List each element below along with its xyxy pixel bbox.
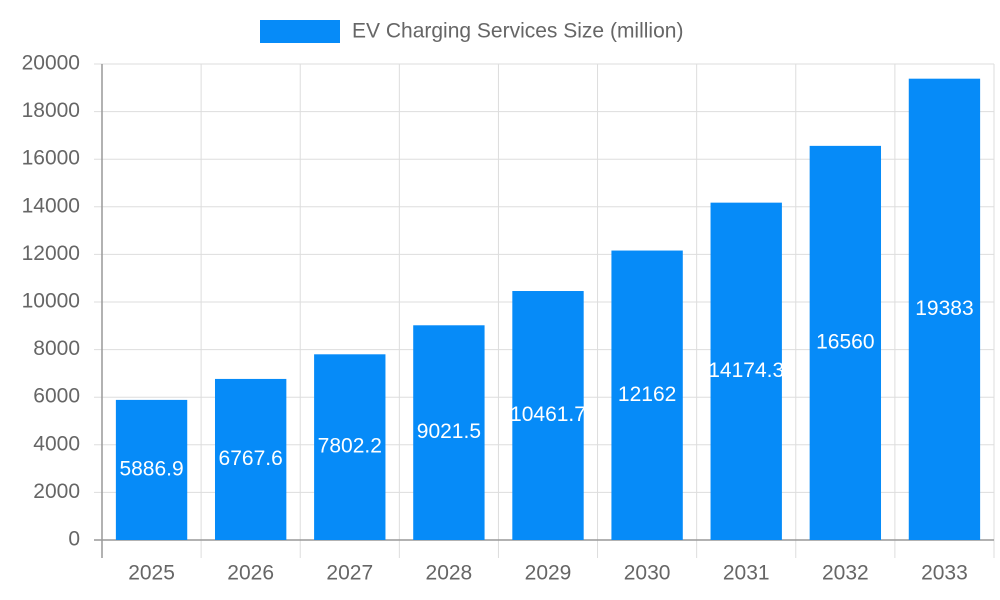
- y-tick-label: 12000: [22, 242, 80, 265]
- legend-swatch: [260, 20, 340, 43]
- y-tick-label: 4000: [33, 432, 80, 455]
- x-tick-label: 2033: [921, 562, 968, 585]
- y-tick-label: 16000: [22, 147, 80, 170]
- y-tick-label: 8000: [33, 337, 80, 360]
- y-tick-label: 0: [68, 528, 80, 551]
- bar: [413, 325, 485, 540]
- y-tick-label: 20000: [22, 52, 80, 75]
- x-tick-label: 2032: [822, 562, 869, 585]
- value-label: 16560: [816, 330, 874, 353]
- x-tick-label: 2028: [426, 562, 473, 585]
- value-label: 19383: [915, 297, 973, 320]
- value-label: 7802.2: [318, 435, 382, 458]
- bar: [214, 378, 287, 540]
- x-tick-label: 2026: [227, 562, 274, 585]
- bar: [908, 78, 981, 540]
- y-tick-label: 10000: [22, 290, 80, 313]
- value-label: 5886.9: [119, 457, 183, 480]
- x-tick-label: 2030: [624, 562, 671, 585]
- x-tick-label: 2025: [128, 562, 175, 585]
- value-label: 9021.5: [417, 420, 481, 443]
- bar: [314, 354, 386, 540]
- x-tick-label: 2031: [723, 562, 770, 585]
- bar: [809, 145, 882, 540]
- value-label: 10461.7: [510, 403, 586, 426]
- bar: [115, 399, 188, 540]
- value-label: 14174.3: [708, 359, 784, 382]
- bar: [512, 291, 584, 540]
- y-tick-label: 2000: [33, 480, 80, 503]
- bar: [710, 202, 782, 540]
- x-tick-label: 2027: [326, 562, 373, 585]
- y-tick-label: 18000: [22, 99, 80, 122]
- bar: [611, 250, 683, 540]
- value-label: 6767.6: [219, 447, 283, 470]
- x-tick-label: 2029: [525, 562, 572, 585]
- y-tick-label: 6000: [33, 385, 80, 408]
- y-tick-label: 14000: [22, 194, 80, 217]
- legend-label: EV Charging Services Size (million): [352, 20, 683, 43]
- value-label: 12162: [618, 383, 676, 406]
